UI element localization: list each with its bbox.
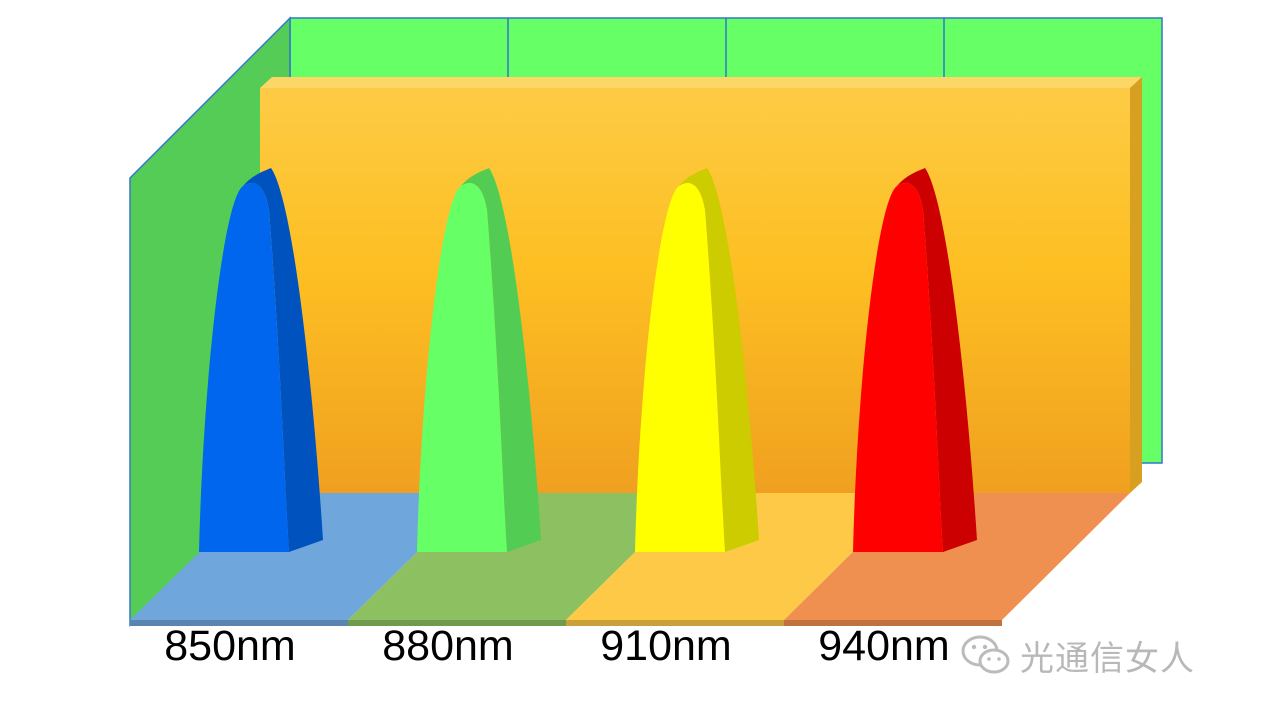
floor-front-edge xyxy=(130,620,1002,626)
back-panel-side xyxy=(1130,77,1142,493)
floor-tile-0 xyxy=(130,493,478,620)
peak-2 xyxy=(635,183,725,552)
floor-rim-2 xyxy=(566,620,784,626)
peak-3 xyxy=(853,183,943,552)
peak-0 xyxy=(199,183,289,552)
peaks xyxy=(199,168,977,552)
back-panel-top xyxy=(260,77,1142,88)
floor-tile-3 xyxy=(784,493,1130,620)
category-label-0: 850nm xyxy=(164,622,296,670)
floor-rim-3 xyxy=(784,620,1002,626)
peak-1 xyxy=(417,183,507,552)
peak-side-1 xyxy=(461,168,541,552)
category-label-1: 880nm xyxy=(382,622,514,670)
category-label-3: 940nm xyxy=(818,622,950,670)
peak-side-3 xyxy=(897,168,977,552)
peak-side-0 xyxy=(243,168,323,552)
floor-rim-0 xyxy=(130,620,348,626)
wechat-icon xyxy=(961,635,1010,674)
category-label-2: 910nm xyxy=(600,622,732,670)
watermark-text: 光通信女人 xyxy=(1020,638,1195,679)
floor-tile-2 xyxy=(566,493,913,620)
floor-rim-1 xyxy=(348,620,566,626)
watermark: 光通信女人 xyxy=(960,630,1195,680)
peak-side-2 xyxy=(679,168,759,552)
floor xyxy=(130,493,1130,620)
floor-tile-1 xyxy=(348,493,695,620)
